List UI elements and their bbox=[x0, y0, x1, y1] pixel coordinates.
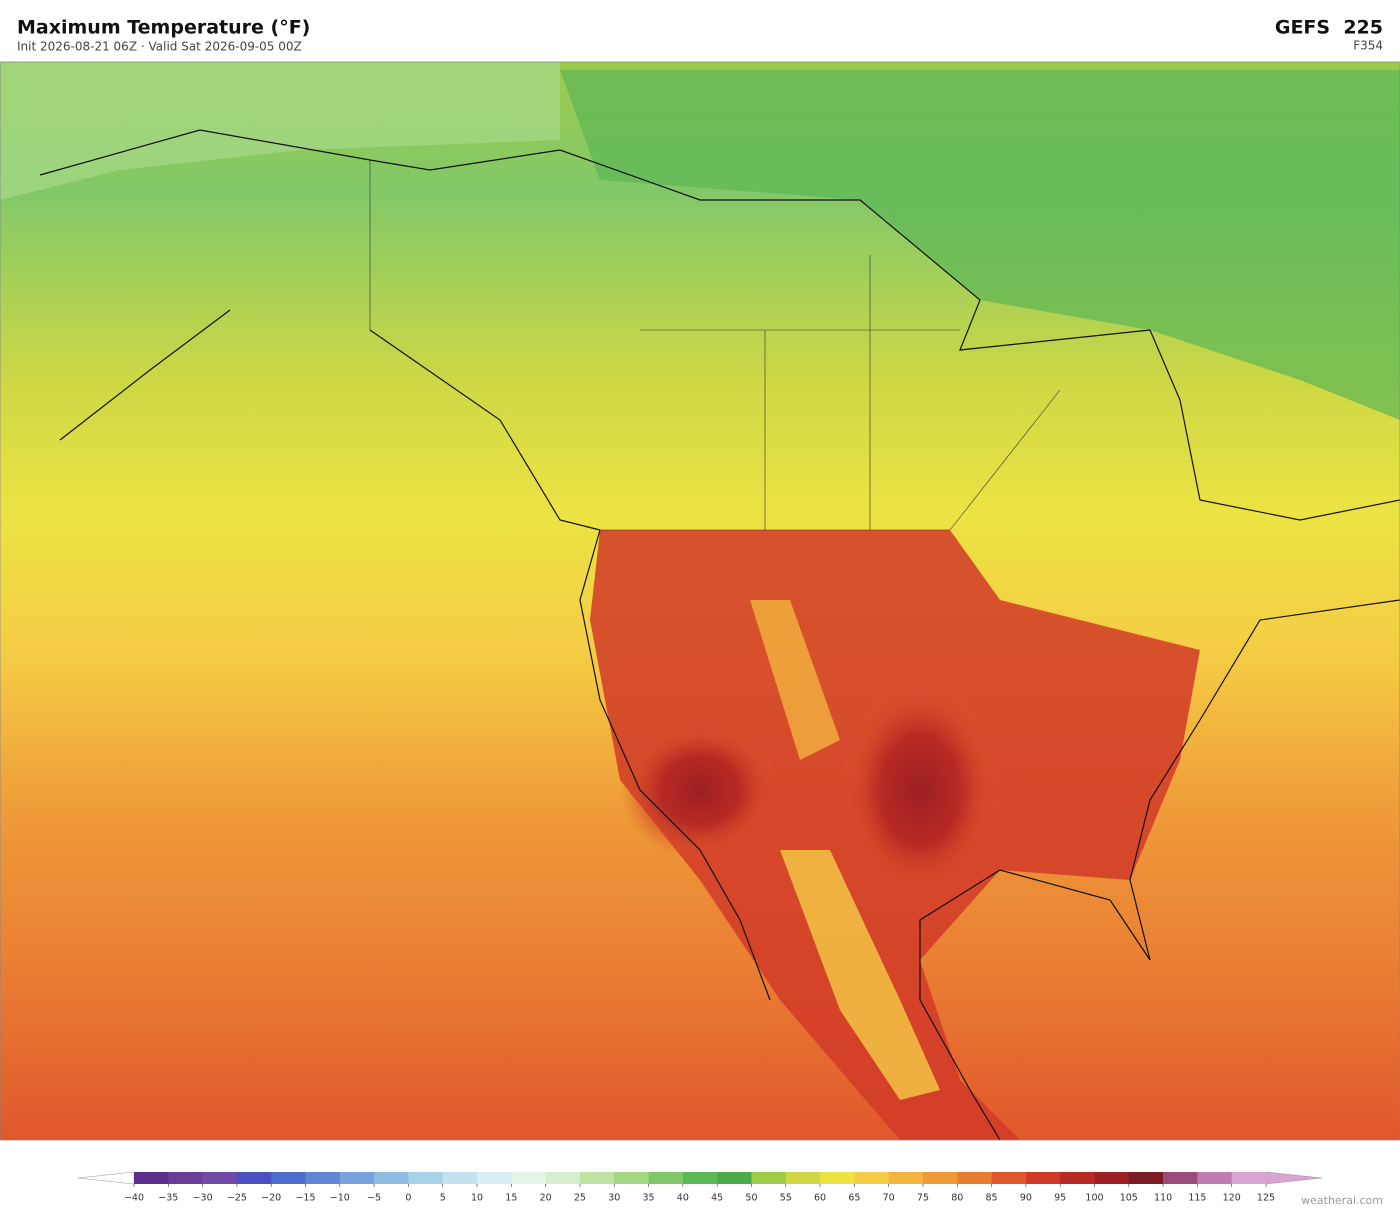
colorbar-tick-label: 75 bbox=[917, 1193, 929, 1204]
colorbar-bin bbox=[134, 1172, 169, 1184]
borders bbox=[369, 160, 1061, 531]
colorbar-tick-label: −15 bbox=[295, 1193, 315, 1204]
colorbar-tick-label: 20 bbox=[540, 1193, 552, 1204]
colorbar-over bbox=[1265, 1171, 1323, 1185]
colorbar-tick-label: 35 bbox=[642, 1193, 654, 1204]
colorbar-tick-label: 60 bbox=[814, 1193, 826, 1204]
colorbar-tick-label: −30 bbox=[193, 1193, 213, 1204]
colorbar-bin bbox=[1163, 1172, 1198, 1184]
colorbar-tick-label: 90 bbox=[1020, 1193, 1032, 1204]
colorbar-bin bbox=[305, 1172, 341, 1184]
colorbar-tick-label: 5 bbox=[440, 1193, 446, 1204]
colorbar-bin bbox=[957, 1172, 992, 1184]
colorbar-tick-label: 0 bbox=[405, 1193, 411, 1204]
colorbar-bin bbox=[511, 1172, 546, 1184]
watermark: weatherai.com bbox=[1301, 1194, 1383, 1207]
colorbar-tick-label: 85 bbox=[986, 1193, 998, 1204]
map-frame bbox=[0, 61, 1400, 1141]
colorbar-bin bbox=[236, 1172, 272, 1184]
colorbar-bin bbox=[202, 1172, 238, 1184]
map bbox=[0, 61, 1400, 1141]
colorbar-tick-label: 125 bbox=[1257, 1193, 1275, 1204]
hot-desert bbox=[620, 720, 780, 860]
map-title: Maximum Temperature (°F) bbox=[17, 17, 310, 39]
colorbar-under bbox=[77, 1171, 135, 1185]
colorbar-tick-label: 55 bbox=[780, 1193, 792, 1204]
model-label: GEFS 225 bbox=[1275, 17, 1383, 39]
colorbar-tick-label: 40 bbox=[677, 1193, 689, 1204]
colorbar-tick-label: 70 bbox=[883, 1193, 895, 1204]
colorbar-bin bbox=[682, 1172, 718, 1184]
colorbar-bin bbox=[648, 1172, 684, 1184]
colorbar-tick-label: 100 bbox=[1085, 1193, 1103, 1204]
colorbar-bin bbox=[888, 1172, 924, 1184]
arctic-region bbox=[560, 70, 1400, 420]
rockies bbox=[750, 600, 840, 760]
colorbar-bin bbox=[785, 1172, 821, 1184]
colorbar-tick-label: 110 bbox=[1154, 1193, 1172, 1204]
colorbar-tick-label: 45 bbox=[711, 1193, 723, 1204]
colorbar-bin bbox=[751, 1172, 787, 1184]
arctic-ocean bbox=[0, 62, 560, 200]
colorbar-bin bbox=[1094, 1172, 1130, 1184]
colorbar-bin bbox=[408, 1172, 444, 1184]
colorbar-bin bbox=[991, 1172, 1027, 1184]
colorbar: −40 −35 −30 −25 −20 −15 −10 −5 0 5 10 15 20 25 30 35 40 4… bbox=[77, 1171, 1323, 1204]
colorbar-bin bbox=[614, 1172, 649, 1184]
hot-plains bbox=[840, 680, 1000, 900]
colorbar-bin bbox=[1060, 1172, 1095, 1184]
colorbar-bin bbox=[545, 1172, 581, 1184]
colorbar-bin bbox=[477, 1172, 512, 1184]
colorbar-tick-label: 105 bbox=[1120, 1193, 1138, 1204]
colorbar-tick-label: 50 bbox=[745, 1193, 757, 1204]
colorbar-bin bbox=[1197, 1172, 1232, 1184]
colorbar-tick-label: 95 bbox=[1054, 1193, 1066, 1204]
colorbar-tick-label: 10 bbox=[471, 1193, 483, 1204]
colorbar-tick-label: 15 bbox=[505, 1193, 517, 1204]
colorbar-bin bbox=[717, 1172, 752, 1184]
colorbar-tick-label: −25 bbox=[227, 1193, 247, 1204]
colorbar-bin bbox=[854, 1172, 889, 1184]
colorbar-tick-label: 65 bbox=[848, 1193, 860, 1204]
colorbar-bin bbox=[820, 1172, 855, 1184]
colorbar-tick-label: −40 bbox=[124, 1193, 144, 1204]
colorbar-tick-label: 120 bbox=[1223, 1193, 1241, 1204]
coastline bbox=[39, 129, 1400, 1141]
colorbar-tick-label: 115 bbox=[1188, 1193, 1206, 1204]
colorbar-tick-label: 30 bbox=[608, 1193, 620, 1204]
map-subtitle: Init 2026-08-21 06Z · Valid Sat 2026-09-… bbox=[17, 40, 302, 54]
colorbar-bin bbox=[442, 1172, 478, 1184]
colorbar-tick-label: −5 bbox=[367, 1193, 381, 1204]
forecast-hour: F354 bbox=[1353, 39, 1383, 53]
colorbar-bin bbox=[1128, 1172, 1164, 1184]
mexico-highlands bbox=[780, 850, 940, 1100]
colorbar-tick-label: −10 bbox=[330, 1193, 350, 1204]
colorbar-bin bbox=[922, 1172, 958, 1184]
colorbar-bin bbox=[271, 1172, 306, 1184]
colorbar-bin bbox=[1025, 1172, 1061, 1184]
colorbar-bin bbox=[339, 1172, 375, 1184]
colorbar-bin bbox=[579, 1172, 615, 1184]
colorbar-bin bbox=[1231, 1172, 1267, 1184]
colorbar-tick-label: −20 bbox=[261, 1193, 281, 1204]
colorbar-bin bbox=[168, 1172, 203, 1184]
colorbar-tick-label: −35 bbox=[158, 1193, 178, 1204]
colorbar-tick-label: 80 bbox=[951, 1193, 963, 1204]
colorbar-tick-label: 25 bbox=[574, 1193, 586, 1204]
colorbar-bin bbox=[374, 1172, 409, 1184]
